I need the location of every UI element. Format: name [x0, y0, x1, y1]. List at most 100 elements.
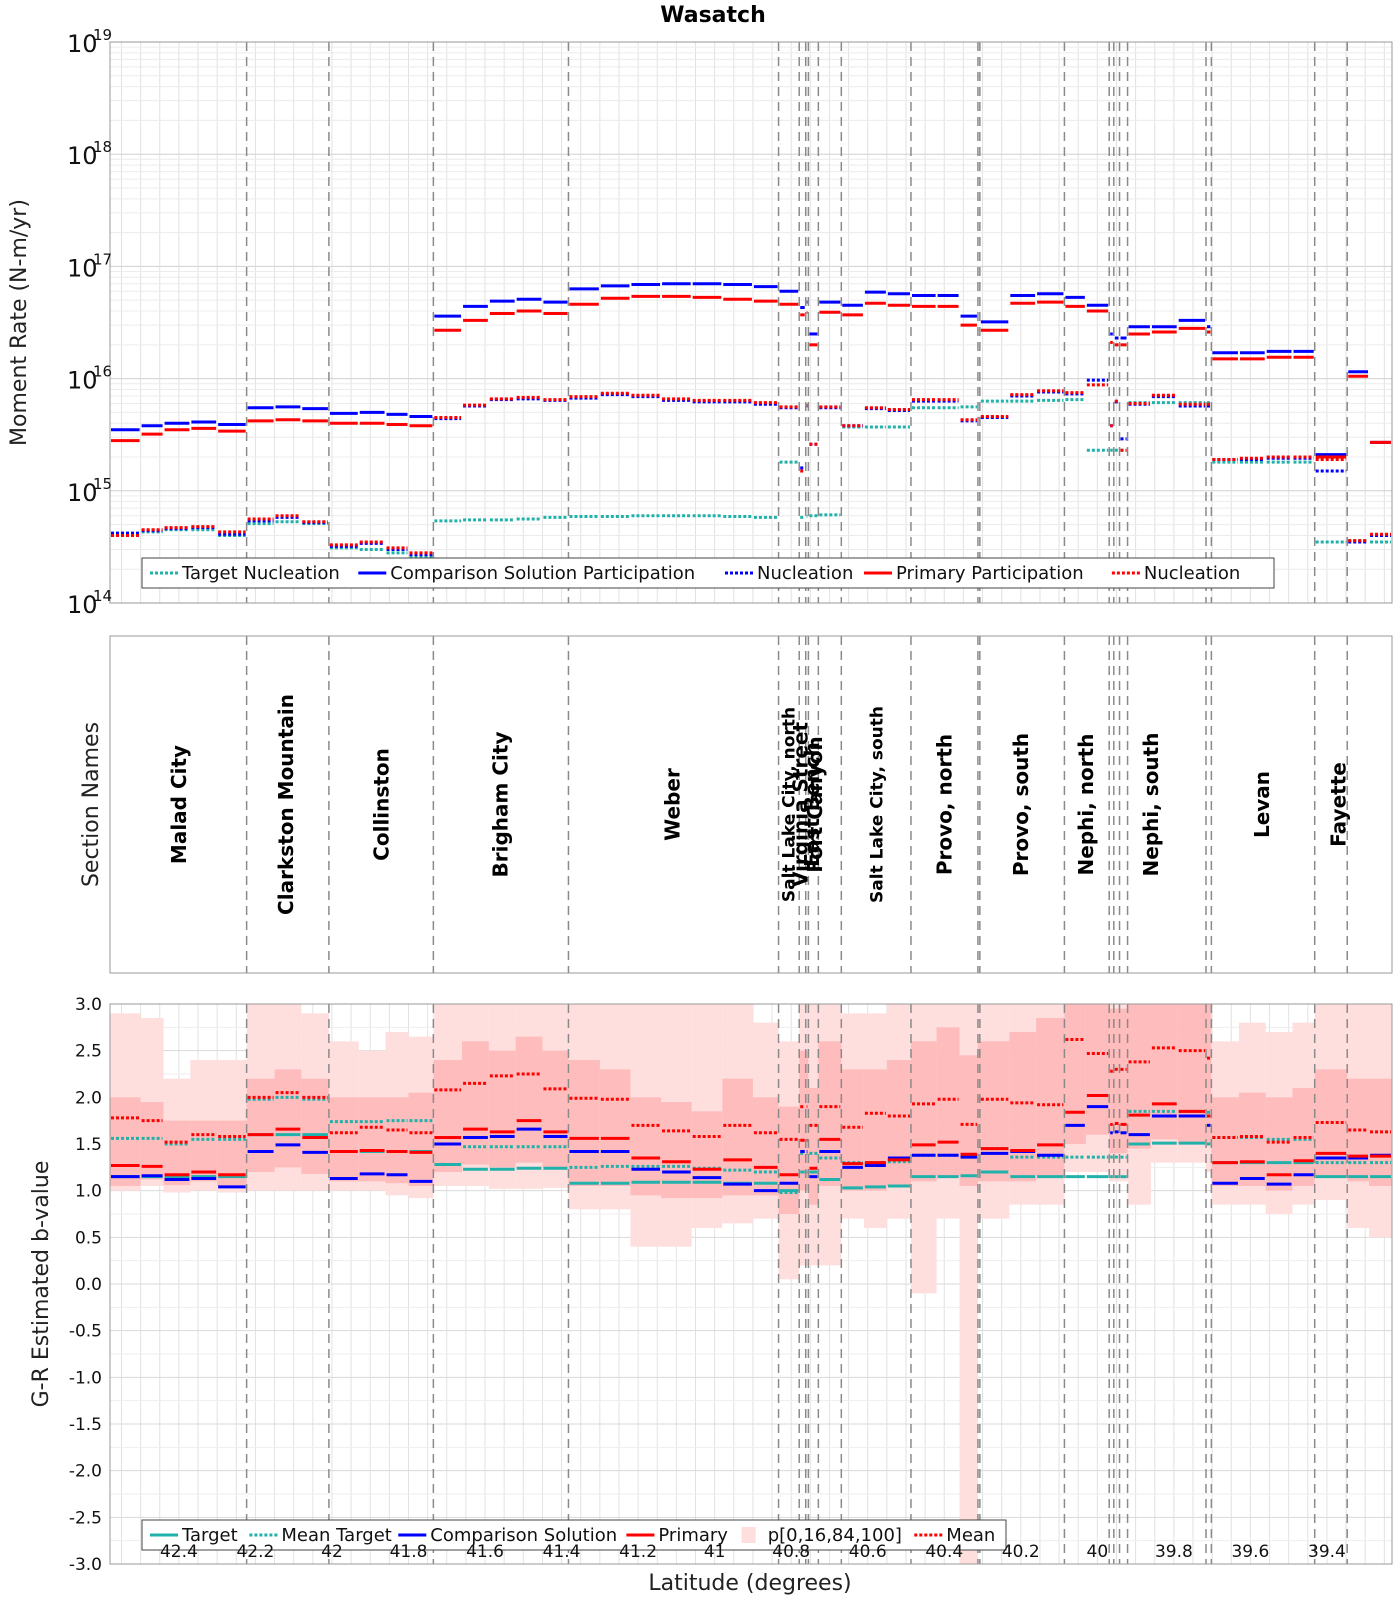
legend-label: Comparison Solution: [430, 1525, 617, 1546]
band-p16-p84: [274, 1069, 302, 1168]
band-p16-p84: [722, 1078, 753, 1196]
x-tick-label: 40.6: [849, 1542, 887, 1562]
legend-label: Mean Target: [281, 1525, 391, 1546]
section-name-label: Nephi, south: [1139, 733, 1163, 877]
legend-label: Mean: [946, 1525, 995, 1546]
moment-rate-y-axis-label: Moment Rate (N-m/yr): [7, 199, 32, 446]
band-p16-p84: [959, 1055, 978, 1186]
band-p16-p84: [1150, 1004, 1178, 1140]
x-tick-label: 40: [1087, 1542, 1109, 1562]
y-tick-label: 0.0: [75, 1275, 102, 1295]
y-tick-label: -1.5: [69, 1415, 102, 1435]
section-name-label: Fayette: [1326, 762, 1350, 847]
section-name-label: East Bench: [800, 742, 824, 867]
x-tick-label: 39.4: [1308, 1542, 1346, 1562]
section-name-labels: Malad City Clarkston Mountain Collinston Br…: [167, 694, 1351, 915]
band-p16-p84: [1036, 1018, 1065, 1177]
band-p16-p84: [1113, 1008, 1120, 1154]
band-p16-p84: [691, 1111, 723, 1199]
x-tick-label: 39.6: [1231, 1542, 1269, 1562]
y-tick-label: 3.0: [75, 995, 102, 1015]
band-p16-p84: [1177, 1004, 1207, 1144]
section-name-label: Fort Canyon: [803, 736, 827, 872]
legend-box: [141, 557, 1275, 589]
band-p16-p84: [1009, 1032, 1037, 1182]
moment-rate-grid: [110, 42, 1392, 604]
y-tick-label: 2.0: [75, 1088, 102, 1108]
band-p16-p84: [910, 1041, 937, 1182]
band-p16-p84: [1064, 1004, 1086, 1144]
chart-title: Wasatch: [660, 3, 766, 28]
band-p16-p84: [863, 1069, 887, 1191]
x-axis-ticks: 42.4 42.2 42 41.8 41.6 41.4 41.2 41 40.8 40.6 40.4…: [160, 1542, 1346, 1562]
legend-label: Target Nucleation: [181, 563, 340, 584]
x-axis-label: Latitude (degrees): [648, 1571, 851, 1596]
y-tick-label-base: 10: [67, 479, 98, 507]
band-p16-p84: [110, 1097, 141, 1186]
section-name-label: Provo, south: [1009, 733, 1033, 876]
band-p16-p84: [778, 1106, 800, 1214]
band-p16-p84: [841, 1069, 864, 1191]
band-p16-p84: [433, 1060, 463, 1172]
legend-label: Nucleation: [757, 563, 853, 584]
band-p16-p84: [488, 1050, 516, 1168]
band-p16-p84: [936, 1027, 960, 1177]
y-tick-label: -0.5: [69, 1322, 102, 1342]
band-p16-p84: [1238, 1092, 1266, 1186]
x-tick-label: 40.4: [925, 1542, 963, 1562]
band-p16-p84: [886, 1060, 911, 1186]
b-value-series: [111, 1037, 1391, 1195]
band-p16-p84: [818, 1041, 842, 1186]
section-name-label: Virginia Street: [789, 722, 813, 888]
legend-label: p[0,16,84,100]: [768, 1525, 902, 1546]
moment-rate-legend: Target Nucleation Comparison Solution Par…: [141, 557, 1275, 589]
x-tick-label: 42.2: [236, 1542, 274, 1562]
x-tick-label: 41: [704, 1542, 726, 1562]
y-tick-label-exponent: 14: [93, 587, 112, 605]
moment-rate-section-dividers: [245, 42, 1348, 603]
band-p16-p84: [1206, 1004, 1212, 1144]
section-name-label: Levan: [1250, 771, 1274, 838]
section-name-label: Malad City: [167, 745, 191, 864]
section-name-label: Nephi, north: [1074, 734, 1098, 876]
band-p16-p84: [1211, 1097, 1239, 1186]
x-tick-label: 42: [321, 1542, 343, 1562]
y-tick-label-base: 10: [67, 367, 98, 395]
band-p16-p84: [462, 1041, 489, 1165]
y-tick-label-exponent: 15: [93, 475, 112, 493]
band-p16-p84: [1127, 1004, 1151, 1149]
section-name-label: Collinston: [370, 748, 394, 861]
section-name-label: Weber: [661, 768, 685, 841]
section-names-frame: [109, 635, 1393, 974]
y-tick-label: -3.0: [69, 1555, 102, 1575]
y-tick-label: -1.0: [69, 1368, 102, 1388]
band-p16-p84: [977, 1041, 980, 1182]
section-name-label: Salt Lake City, south: [867, 706, 887, 903]
legend-swatch: [741, 1527, 756, 1543]
band-p16-p84: [328, 1097, 359, 1182]
x-tick-label: 41.2: [619, 1542, 657, 1562]
y-tick-label: 1.5: [75, 1135, 102, 1155]
x-tick-label: 41.4: [543, 1542, 581, 1562]
legend-label: Comparison Solution Participation: [390, 563, 695, 584]
b-value-y-axis-label: G-R Estimated b-value: [29, 1161, 54, 1408]
y-tick-label: -2.0: [69, 1462, 102, 1482]
x-tick-label: 42.4: [160, 1542, 198, 1562]
b-value-panel: -3.0 -2.5 -2.0 -1.5 -1.0 -0.5 0.0 0.5 1.0 1.5 2.0 2…: [29, 995, 1393, 1575]
y-tick-label: -2.5: [69, 1508, 102, 1528]
section-names-y-axis-label: Section Names: [79, 722, 104, 887]
section-name-label: Provo, north: [932, 734, 956, 875]
x-tick-label: 41.8: [390, 1542, 428, 1562]
band-p16-p84: [1085, 1004, 1110, 1135]
band-p16-p84: [246, 1078, 275, 1172]
b-value-section-dividers: [245, 1004, 1348, 1564]
band-p16-p84: [542, 1050, 569, 1168]
legend-box: [141, 1519, 1007, 1551]
legend-label: Primary: [658, 1525, 728, 1546]
band-p16-p84: [808, 1088, 819, 1205]
band-p16-p84: [1119, 1008, 1128, 1154]
x-tick-label: 39.8: [1155, 1542, 1193, 1562]
